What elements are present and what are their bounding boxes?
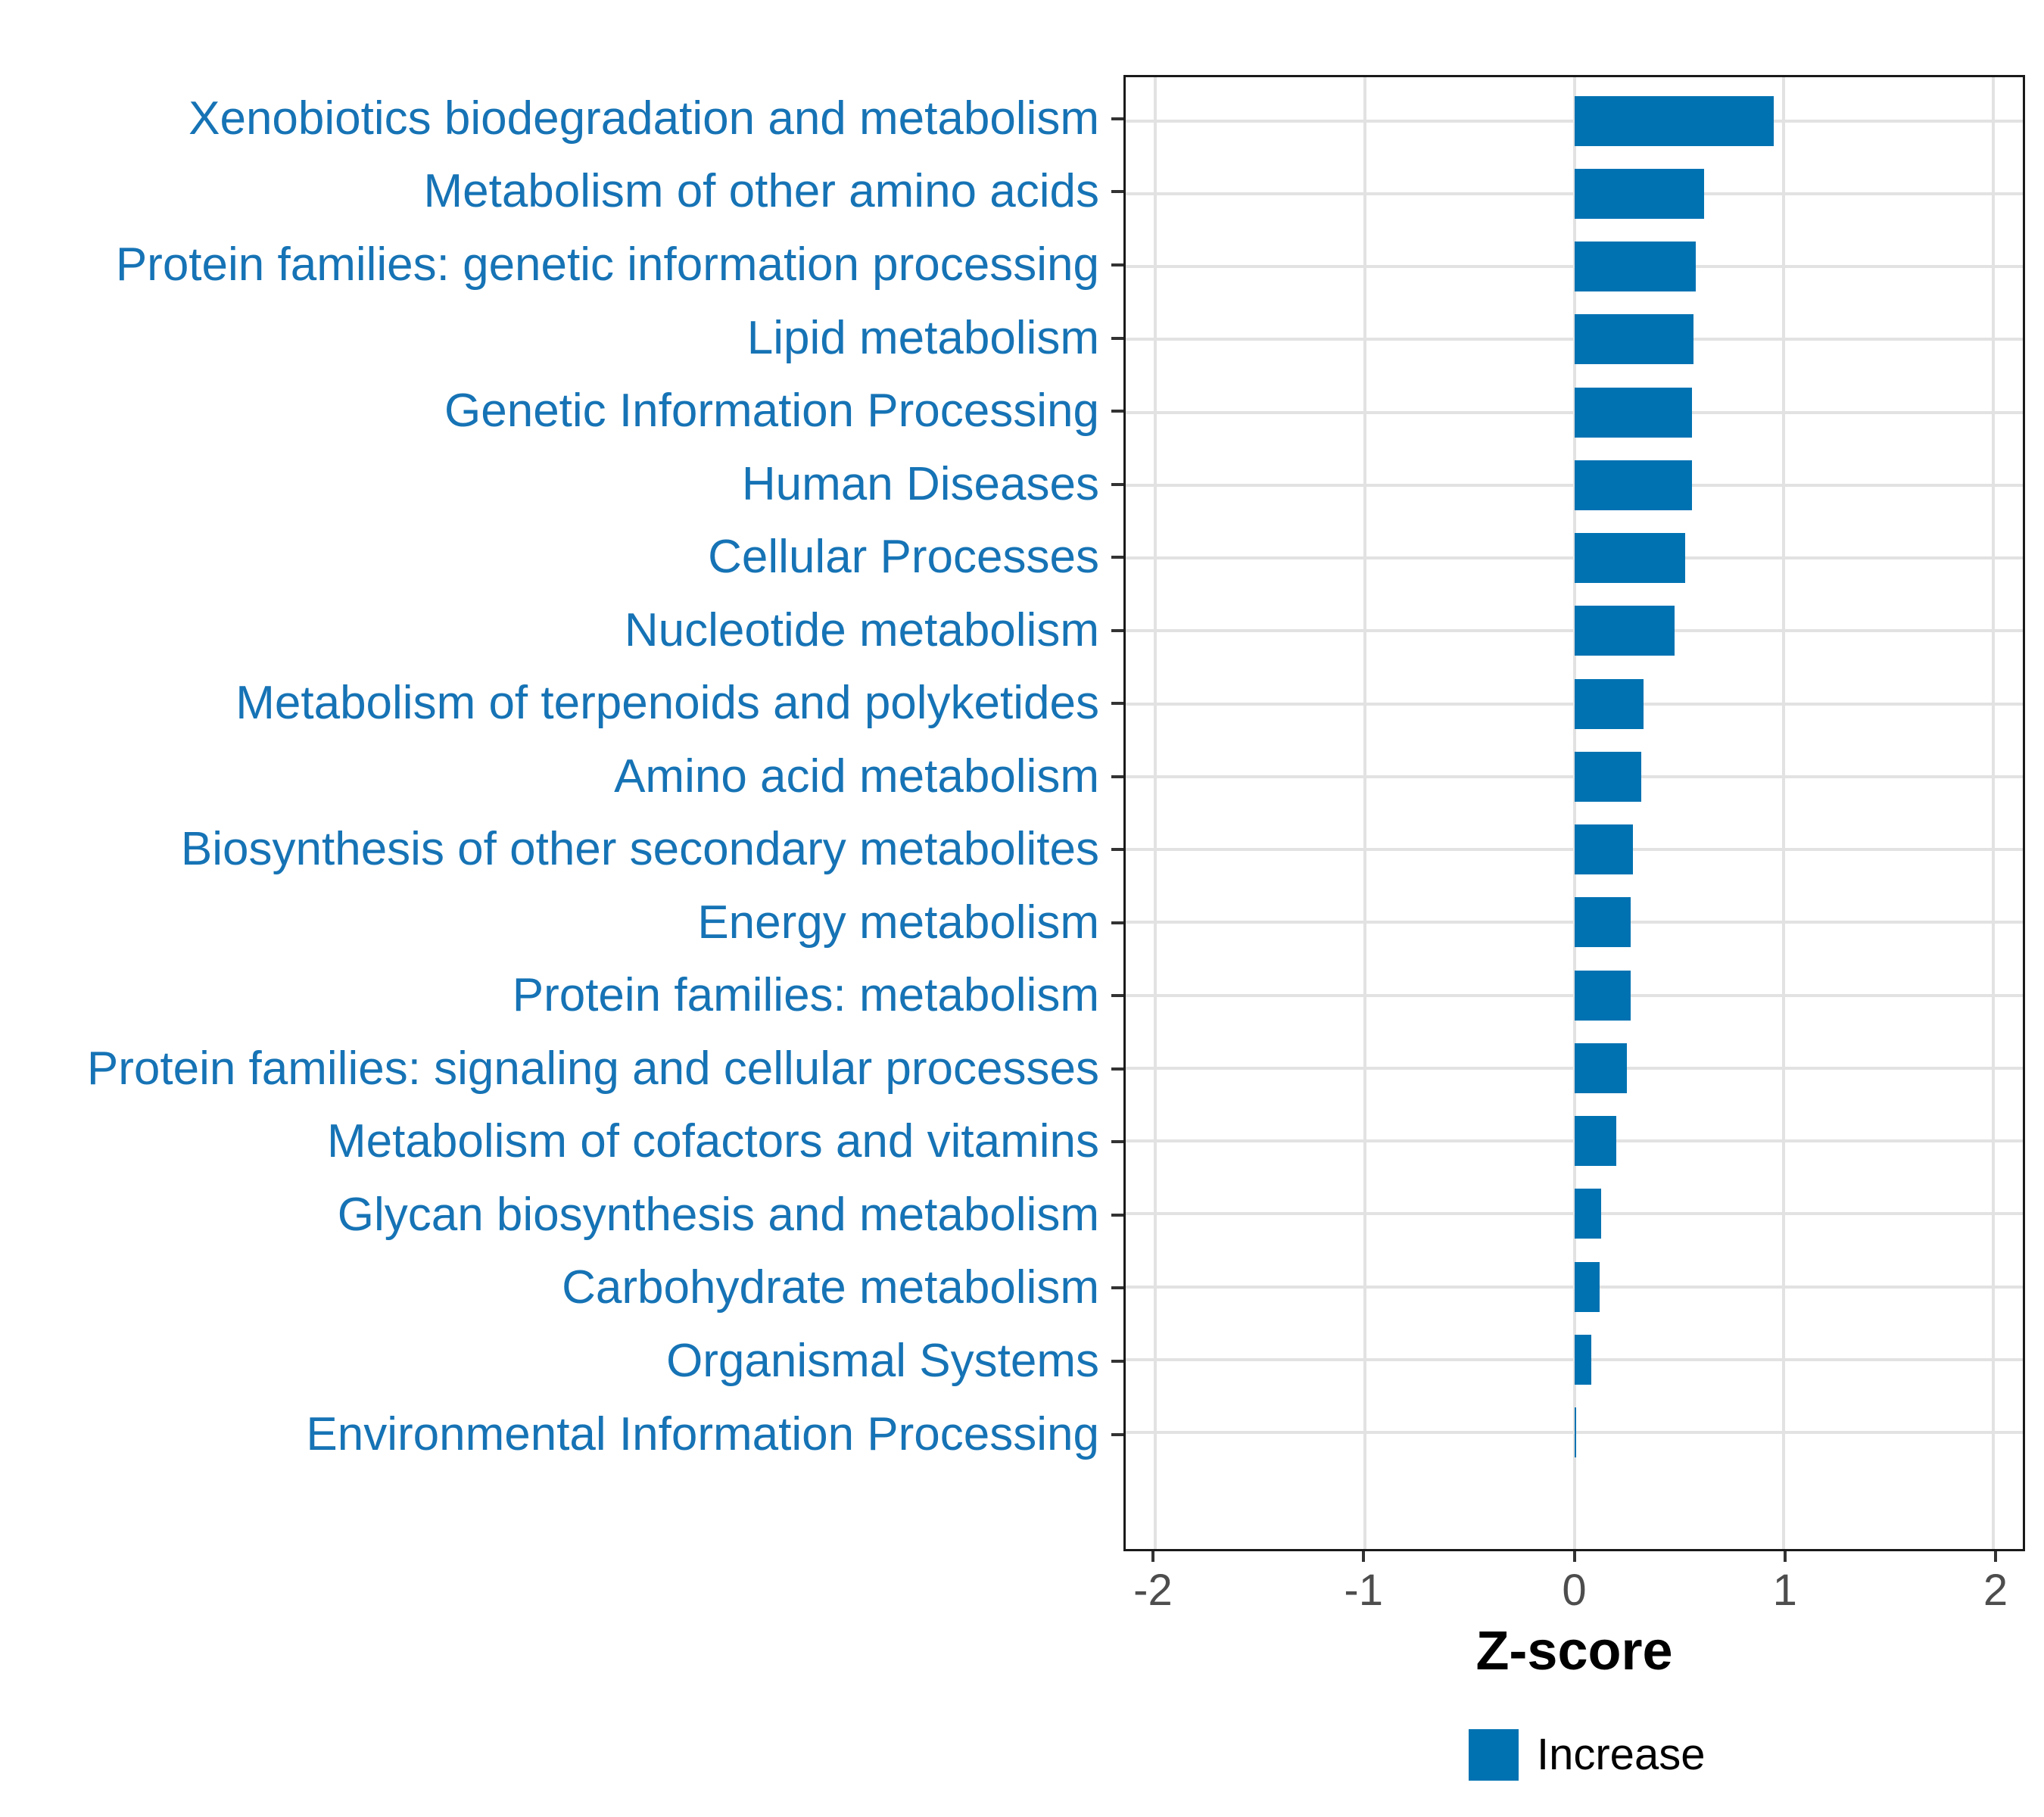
bar — [1574, 1043, 1627, 1093]
category-label: Energy metabolism — [697, 896, 1099, 949]
bar — [1574, 897, 1631, 948]
category-label: Xenobiotics biodegradation and metabolis… — [189, 92, 1099, 145]
y-tick — [1111, 1360, 1123, 1363]
x-tick-label: 2 — [1983, 1566, 2008, 1615]
legend-label: Increase — [1537, 1730, 1706, 1779]
category-label: Carbohydrate metabolism — [562, 1261, 1099, 1314]
y-tick — [1111, 628, 1123, 632]
category-label: Protein families: signaling and cellular… — [86, 1042, 1099, 1095]
bar — [1574, 168, 1705, 219]
y-tick — [1111, 1286, 1123, 1290]
bar — [1574, 606, 1675, 656]
bar — [1574, 95, 1774, 146]
y-tick — [1111, 556, 1123, 559]
x-gridline — [1153, 77, 1157, 1549]
y-tick — [1111, 1140, 1123, 1144]
x-gridline — [1992, 77, 1996, 1549]
x-axis-title: Z-score — [1475, 1621, 1673, 1681]
category-label: Organismal Systems — [666, 1335, 1099, 1387]
y-tick — [1111, 702, 1123, 706]
category-label: Lipid metabolism — [746, 311, 1099, 364]
x-tick-label: -2 — [1133, 1566, 1173, 1615]
y-tick — [1111, 263, 1123, 266]
x-tick-label: 1 — [1772, 1566, 1797, 1615]
category-label: Nucleotide metabolism — [624, 603, 1099, 656]
x-tick — [1783, 1551, 1787, 1562]
category-label: Cellular Processes — [708, 531, 1099, 584]
x-tick-label: -1 — [1344, 1566, 1383, 1615]
x-gridline — [1782, 77, 1786, 1549]
bar — [1574, 460, 1692, 510]
bar — [1574, 1334, 1591, 1385]
bar — [1574, 1261, 1600, 1312]
y-tick — [1111, 482, 1123, 486]
bar — [1574, 751, 1642, 802]
category-label: Metabolism of cofactors and vitamins — [327, 1115, 1099, 1168]
category-label: Protein families: metabolism — [512, 969, 1099, 1022]
bar — [1574, 1116, 1616, 1167]
category-label: Protein families: genetic information pr… — [115, 238, 1099, 291]
category-label: Environmental Information Processing — [306, 1407, 1099, 1460]
y-tick — [1111, 1067, 1123, 1071]
bar — [1574, 314, 1694, 365]
bar — [1574, 1189, 1602, 1239]
y-tick — [1111, 190, 1123, 194]
x-gridline — [1572, 77, 1576, 1549]
bar — [1574, 678, 1644, 729]
x-tick — [1362, 1551, 1366, 1562]
bar — [1574, 242, 1697, 292]
y-tick — [1111, 921, 1123, 924]
category-label: Metabolism of terpenoids and polyketides — [235, 677, 1099, 730]
y-tick — [1111, 1213, 1123, 1217]
y-tick — [1111, 336, 1123, 340]
x-tick — [1572, 1551, 1576, 1562]
y-tick — [1111, 1432, 1123, 1436]
y-tick — [1111, 994, 1123, 998]
category-label: Human Diseases — [741, 457, 1099, 510]
y-tick — [1111, 410, 1123, 413]
x-tick — [1994, 1551, 1998, 1562]
category-label: Genetic Information Processing — [444, 385, 1099, 438]
y-tick — [1111, 117, 1123, 120]
bar — [1574, 970, 1631, 1021]
category-label: Glycan biosynthesis and metabolism — [337, 1188, 1099, 1241]
bar — [1574, 824, 1634, 875]
category-label: Biosynthesis of other secondary metaboli… — [180, 823, 1099, 876]
bar — [1574, 533, 1686, 584]
plot-panel — [1123, 75, 2025, 1551]
x-gridline — [1363, 77, 1366, 1549]
legend-color-swatch — [1469, 1729, 1519, 1781]
category-label: Metabolism of other amino acids — [423, 165, 1099, 218]
x-tick-label: 0 — [1562, 1566, 1587, 1615]
bar — [1574, 1407, 1577, 1458]
y-tick — [1111, 848, 1123, 852]
category-label: Amino acid metabolism — [614, 750, 1099, 803]
x-tick — [1151, 1551, 1154, 1562]
y-tick — [1111, 774, 1123, 778]
bar — [1574, 387, 1692, 438]
